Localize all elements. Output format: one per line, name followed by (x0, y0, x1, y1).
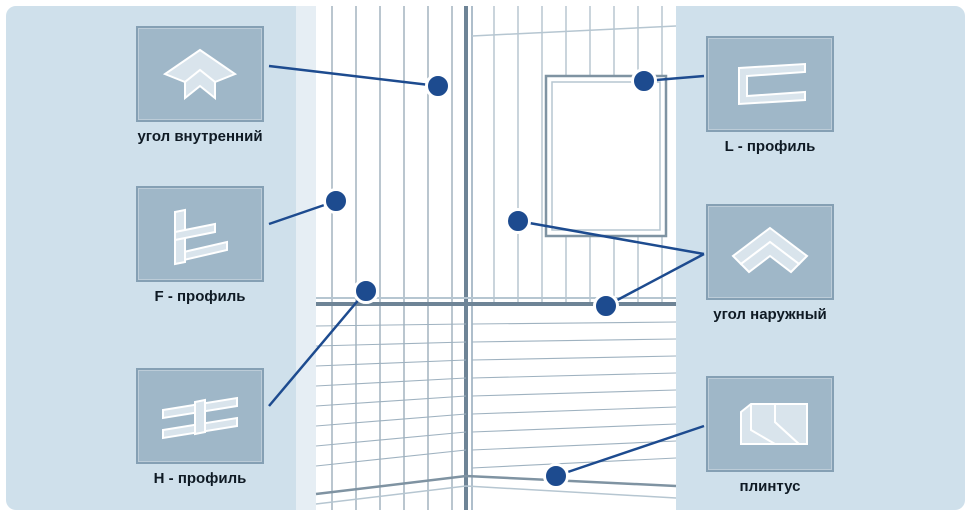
card-outer-corner: угол наружный (706, 204, 834, 323)
inner-corner-icon (145, 32, 255, 116)
plinth-icon (715, 382, 825, 466)
dot-outer-corner-b (593, 293, 619, 319)
thumb-inner-corner (136, 26, 264, 122)
card-l-profile: L - профиль (706, 36, 834, 155)
thumb-f-profile (136, 186, 264, 282)
dot-outer-corner-a (505, 208, 531, 234)
label-l-profile: L - профиль (725, 138, 816, 155)
outer-corner-icon (715, 210, 825, 294)
diagram-canvas: угол внутренний F - профиль Н - профиль (0, 0, 971, 516)
dot-f-profile (323, 188, 349, 214)
card-f-profile: F - профиль (136, 186, 264, 305)
label-inner-corner: угол внутренний (137, 128, 262, 145)
label-h-profile: Н - профиль (154, 470, 247, 487)
dot-inner-corner (425, 73, 451, 99)
thumb-outer-corner (706, 204, 834, 300)
card-h-profile: Н - профиль (136, 368, 264, 487)
dot-h-profile (353, 278, 379, 304)
label-plinth: плинтус (740, 478, 801, 495)
card-inner-corner: угол внутренний (136, 26, 264, 145)
h-profile-icon (145, 374, 255, 458)
thumb-l-profile (706, 36, 834, 132)
l-profile-icon (715, 42, 825, 126)
dot-plinth (543, 463, 569, 489)
thumb-plinth (706, 376, 834, 472)
wall-svg (296, 6, 676, 510)
f-profile-icon (145, 192, 255, 276)
dot-l-profile (631, 68, 657, 94)
label-outer-corner: угол наружный (713, 306, 827, 323)
label-f-profile: F - профиль (155, 288, 246, 305)
wall-scene (296, 6, 676, 510)
card-plinth: плинтус (706, 376, 834, 495)
thumb-h-profile (136, 368, 264, 464)
